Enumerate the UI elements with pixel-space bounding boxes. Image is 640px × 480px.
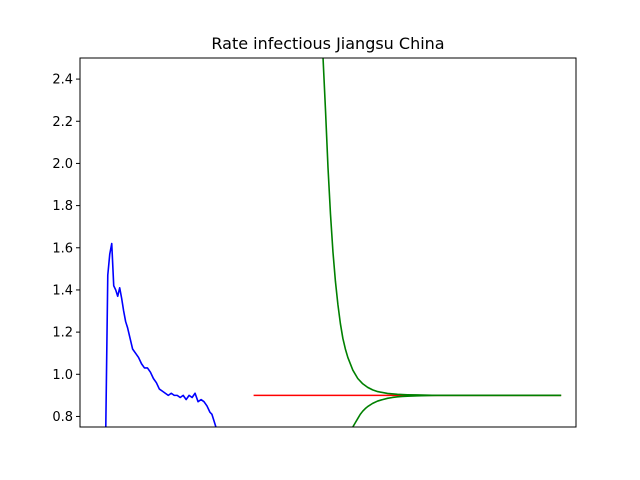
plot-frame <box>79 57 577 428</box>
y-tick-label: 2.4 <box>52 73 73 88</box>
y-axis: 0.8 1.0 1.2 1.4 1.6 1.8 2.0 2.2 2.4 <box>52 73 80 425</box>
y-tick-label: 1.8 <box>52 199 73 214</box>
y-tick-label: 2.0 <box>52 157 73 172</box>
y-tick-label: 1.0 <box>52 368 73 383</box>
y-tick-label: 1.6 <box>52 241 73 256</box>
y-tick-label: 0.8 <box>52 410 73 425</box>
series-line-3 <box>322 58 562 397</box>
chart-title: Rate infectious Jiangsu China <box>211 34 444 53</box>
y-tick-label: 1.2 <box>52 326 73 341</box>
series-layer <box>104 58 562 427</box>
series-line-1 <box>104 242 217 427</box>
y-tick-label: 1.4 <box>52 283 73 298</box>
y-tick-label: 2.2 <box>52 115 73 130</box>
series-line-4 <box>352 394 562 427</box>
